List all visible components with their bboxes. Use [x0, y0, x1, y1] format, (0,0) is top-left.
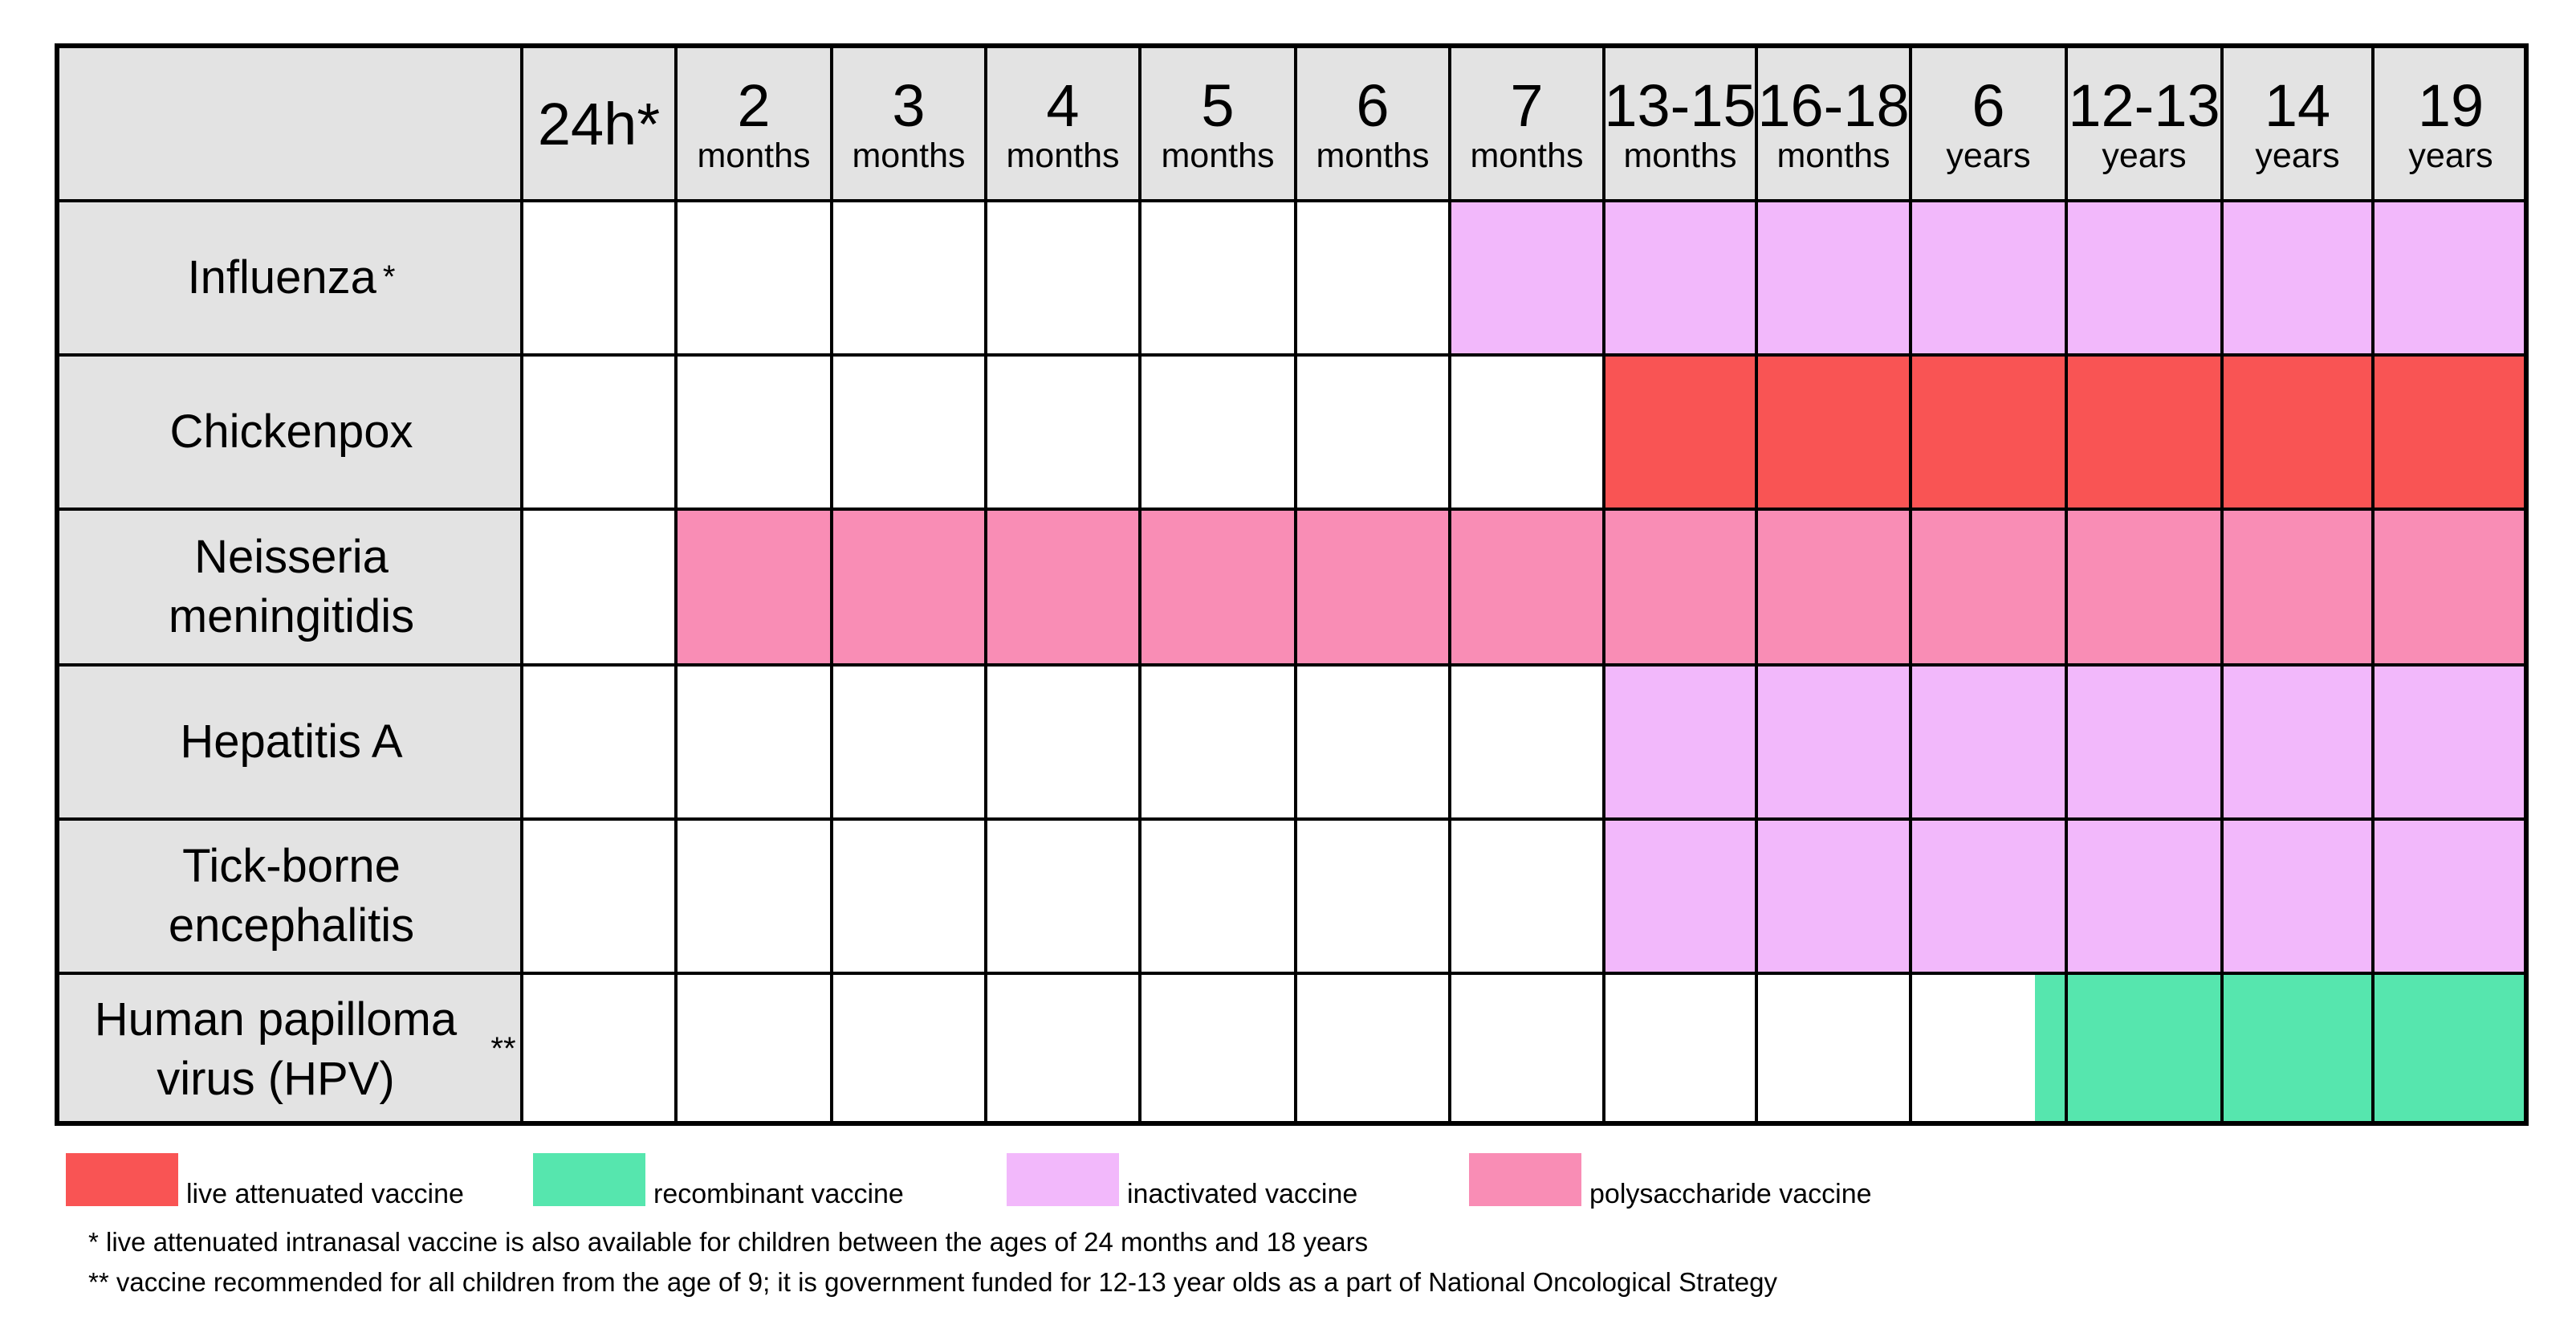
age-unit: months: [1316, 136, 1430, 175]
footnote-double-star: ** vaccine recommended for all children …: [88, 1267, 1777, 1297]
age-column-header: 3 months: [832, 48, 986, 201]
vaccine-name: Neisseria meningitidis: [168, 530, 415, 642]
age-column-header: 5 months: [1140, 48, 1296, 201]
age-column-header: 19 years: [2373, 48, 2529, 201]
row-divider: [55, 353, 2529, 357]
legend-label: live attenuated vaccine: [186, 1179, 464, 1209]
legend-label: polysaccharide vaccine: [1589, 1179, 1872, 1209]
column-divider: [830, 43, 833, 1126]
age-value: 12-13: [2068, 71, 2220, 139]
vaccine-label-influenza: Influenza *: [61, 201, 522, 355]
vaccine-name: Human papilloma virus (HPV): [94, 993, 458, 1105]
row-divider: [55, 199, 2529, 202]
age-column-header: 14 years: [2222, 48, 2373, 201]
legend-swatch: [533, 1153, 645, 1206]
schedule-bar-influenza: [1450, 201, 2529, 355]
legend-label: inactivated vaccine: [1127, 1179, 1358, 1209]
age-unit: months: [1623, 136, 1737, 175]
vaccine-label-human-papilloma-virus-hpv: Human papilloma virus (HPV) **: [61, 973, 522, 1126]
age-column-header: 6 years: [1911, 48, 2066, 201]
age-value: 2: [737, 71, 771, 139]
age-unit: years: [2102, 136, 2187, 175]
column-divider: [2220, 43, 2224, 1126]
age-column-header: 13-15 months: [1604, 48, 1756, 201]
age-unit: months: [1776, 136, 1890, 175]
column-divider: [1909, 43, 1912, 1126]
legend-swatch: [66, 1153, 178, 1206]
age-unit: years: [2255, 136, 2340, 175]
age-unit: months: [697, 136, 811, 175]
age-unit: months: [1006, 136, 1120, 175]
schedule-bar-human-papilloma-virus-hpv: [2035, 973, 2529, 1126]
age-column-header: 4 months: [986, 48, 1140, 201]
age-column-header: 7 months: [1450, 48, 1604, 201]
age-value: 7: [1510, 71, 1544, 139]
column-divider: [1138, 43, 1141, 1126]
footnote-marker: *: [382, 259, 396, 296]
age-value: 5: [1201, 71, 1235, 139]
age-value: 19: [2417, 71, 2484, 139]
legend-swatch: [1007, 1153, 1119, 1206]
age-unit: years: [1946, 136, 2031, 175]
age-header-row: [55, 43, 2529, 201]
age-value: 14: [2264, 71, 2331, 139]
column-divider: [1602, 43, 1605, 1126]
column-divider: [984, 43, 987, 1126]
footnote-single-star: * live attenuated intranasal vaccine is …: [88, 1227, 1369, 1257]
age-value: 24h*: [537, 91, 661, 157]
age-value: 4: [1046, 71, 1080, 139]
age-value: 6: [1972, 71, 2005, 139]
age-value: 3: [892, 71, 926, 139]
row-divider: [55, 972, 2529, 975]
vaccine-name: Chickenpox: [169, 405, 413, 458]
vaccine-label-tick-borne-encephalitis: Tick-borne encephalitis: [61, 819, 522, 973]
vaccination-schedule-table: 24h* 2 months 3 months 4 months 5 months 6 months 7…: [55, 43, 2529, 1126]
column-divider: [1448, 43, 1451, 1126]
column-divider: [674, 43, 678, 1126]
row-divider: [55, 663, 2529, 667]
vaccine-name: Influenza: [187, 251, 376, 304]
vaccine-label-hepatitis-a: Hepatitis A: [61, 665, 522, 819]
age-unit: months: [852, 136, 966, 175]
column-divider: [520, 43, 523, 1126]
column-divider: [1294, 43, 1297, 1126]
age-column-header: 24h*: [522, 48, 676, 201]
column-divider: [2371, 43, 2375, 1126]
vaccine-label-neisseria-meningitidis: Neisseria meningitidis: [61, 509, 522, 665]
footnote-marker: **: [490, 1031, 516, 1067]
column-divider: [2065, 43, 2068, 1126]
age-unit: years: [2408, 136, 2493, 175]
column-divider: [1755, 43, 1758, 1126]
row-divider: [55, 817, 2529, 821]
legend-label: recombinant vaccine: [653, 1179, 904, 1209]
age-unit: months: [1470, 136, 1584, 175]
row-divider: [55, 508, 2529, 511]
vaccine-label-chickenpox: Chickenpox: [61, 355, 522, 509]
age-column-header: 16-18 months: [1756, 48, 1911, 201]
age-column-header: 12-13 years: [2066, 48, 2222, 201]
age-value: 16-18: [1757, 71, 1910, 139]
age-value: 6: [1356, 71, 1390, 139]
age-column-header: 2 months: [676, 48, 832, 201]
age-value: 13-15: [1604, 71, 1756, 139]
vaccine-name: Hepatitis A: [180, 715, 403, 768]
legend-swatch: [1469, 1153, 1581, 1206]
vaccine-name: Tick-borne encephalitis: [168, 839, 415, 952]
age-unit: months: [1161, 136, 1275, 175]
age-column-header: 6 months: [1296, 48, 1450, 201]
